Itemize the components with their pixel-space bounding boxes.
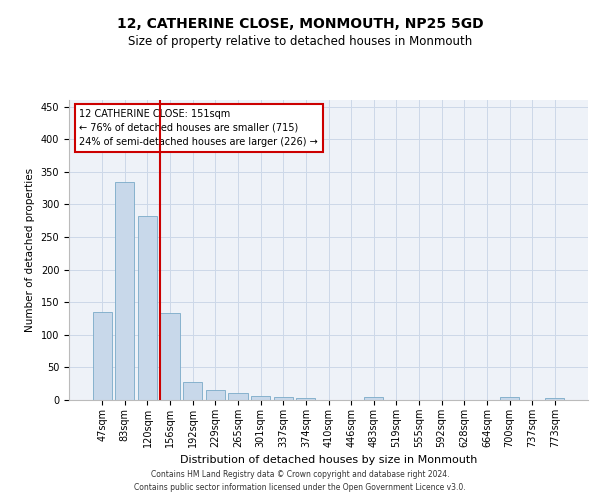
Bar: [500, 398, 519, 400]
Text: 12, CATHERINE CLOSE, MONMOUTH, NP25 5GD: 12, CATHERINE CLOSE, MONMOUTH, NP25 5GD: [116, 18, 484, 32]
Bar: [364, 396, 383, 400]
Bar: [296, 398, 316, 400]
Bar: [229, 393, 248, 400]
Text: 12 CATHERINE CLOSE: 151sqm
← 76% of detached houses are smaller (715)
24% of sem: 12 CATHERINE CLOSE: 151sqm ← 76% of deta…: [79, 109, 318, 147]
Bar: [251, 396, 270, 400]
Text: Contains HM Land Registry data © Crown copyright and database right 2024.
Contai: Contains HM Land Registry data © Crown c…: [134, 470, 466, 492]
Bar: [160, 314, 180, 400]
Text: Size of property relative to detached houses in Monmouth: Size of property relative to detached ho…: [128, 35, 472, 48]
Bar: [138, 216, 157, 400]
Bar: [274, 396, 293, 400]
Bar: [92, 312, 112, 400]
Bar: [115, 182, 134, 400]
X-axis label: Distribution of detached houses by size in Monmouth: Distribution of detached houses by size …: [180, 456, 477, 466]
Y-axis label: Number of detached properties: Number of detached properties: [25, 168, 35, 332]
Bar: [183, 382, 202, 400]
Bar: [545, 398, 565, 400]
Bar: [206, 390, 225, 400]
